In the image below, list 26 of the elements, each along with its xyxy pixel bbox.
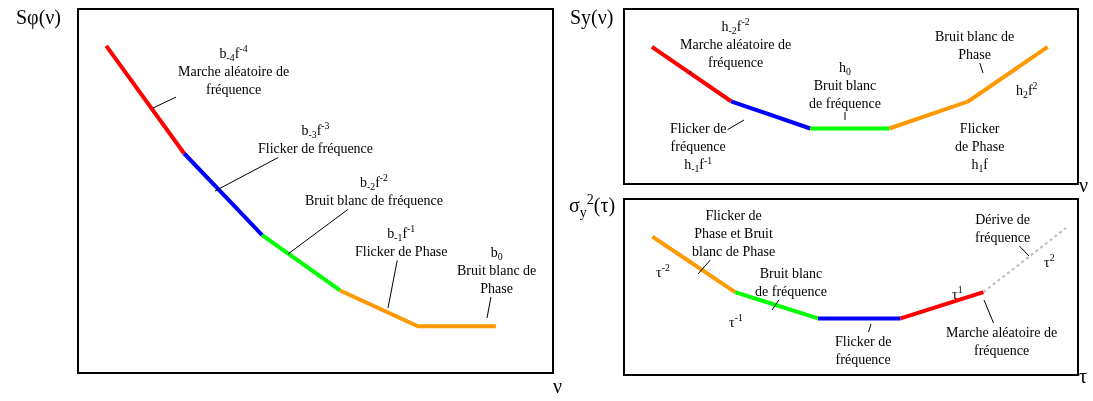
y-axis-title: Sφ(ν) [16,6,62,29]
annotation: Marche aléatoire de fréquence [946,325,1058,359]
annotation: b$_{-2}$f$^{-2}$ Bruit blanc de fréquence [305,172,443,209]
annotation: Flicker de Phase h$_{1}$f [955,121,1005,175]
annotation: b$_{-3}$f$^{-3}$ Flicker de fréquence [258,120,374,157]
annotation: Bruit blanc de Phase [935,29,1015,63]
annotation: b$_{-1}$f$^{-1}$ Flicker de Phase [355,223,448,260]
x-axis-title: ν [1079,174,1089,196]
annotation: τ$^{2}$ [1044,252,1055,270]
annotation: b$_{0}$ Bruit blanc de Phase [457,245,537,297]
annotation: Flicker de Phase et Bruit blanc de Phase [692,208,776,260]
x-axis-title: τ [1079,365,1088,387]
y-axis-title: σ$_{y}$$^{2}$(τ) [569,192,616,220]
annotation: Dérive de fréquence [975,212,1031,246]
x-axis-title: ν [553,375,563,397]
y-axis-title: Sy(ν) [570,6,614,29]
annotation: b$_{-4}$f$^{-4}$ Marche aléatoire de fréquence [178,43,290,98]
annotation: τ$^{1}$ [952,284,963,302]
annotation: Bruit blanc de fréquence [755,266,827,300]
annotation: τ$^{-1}$ [729,312,743,330]
annotation: h$_{0}$ Bruit blanc de fréquence [809,60,881,112]
annotation: Flicker de fréquence h$_{-1}$f$^{-1}$ [670,121,727,175]
annotation: τ$^{-2}$ [656,262,670,280]
annotation: h$_{2}$f$^{2}$ [1016,80,1038,100]
annotation: h$_{-2}$f$^{-2}$ Marche aléatoire de fréquence [680,16,792,71]
annotation: Flicker de fréquence [835,334,892,368]
